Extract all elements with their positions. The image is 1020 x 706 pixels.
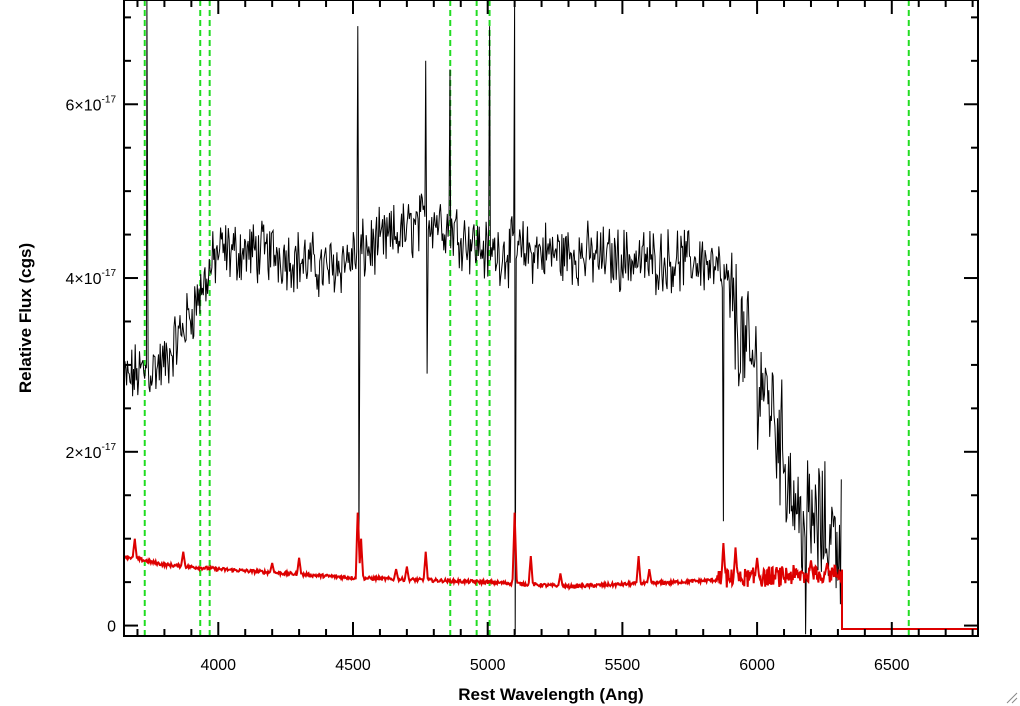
y-tick-label: 4×10-17 — [66, 268, 117, 288]
tick-labels: 4000 4500 5000 5500 6000 6500 0 2×10-17 4×10-17 6… — [66, 94, 910, 674]
resize-grip-icon[interactable] — [1004, 690, 1018, 704]
x-axis-title: Rest Wavelength (Ang) — [458, 685, 643, 704]
emission-line-markers — [143, 0, 910, 636]
x-tick-label: 4500 — [335, 657, 371, 674]
axis-ticks — [124, 0, 978, 636]
x-tick-label: 4000 — [200, 657, 236, 674]
x-tick-label: 6500 — [874, 657, 910, 674]
model-spectrum-line — [123, 512, 978, 630]
y-tick-label: 0 — [107, 619, 116, 636]
y-axis-title: Relative Flux (cgs) — [16, 243, 35, 393]
x-tick-label: 6000 — [739, 657, 775, 674]
observed-spectrum-line — [123, 0, 842, 635]
spectrum-series — [123, 0, 978, 635]
x-tick-label: 5500 — [605, 657, 641, 674]
plot-frame — [123, 0, 979, 637]
x-tick-label: 5000 — [470, 657, 506, 674]
y-tick-label: 2×10-17 — [66, 442, 117, 462]
y-tick-label: 6×10-17 — [66, 94, 117, 114]
